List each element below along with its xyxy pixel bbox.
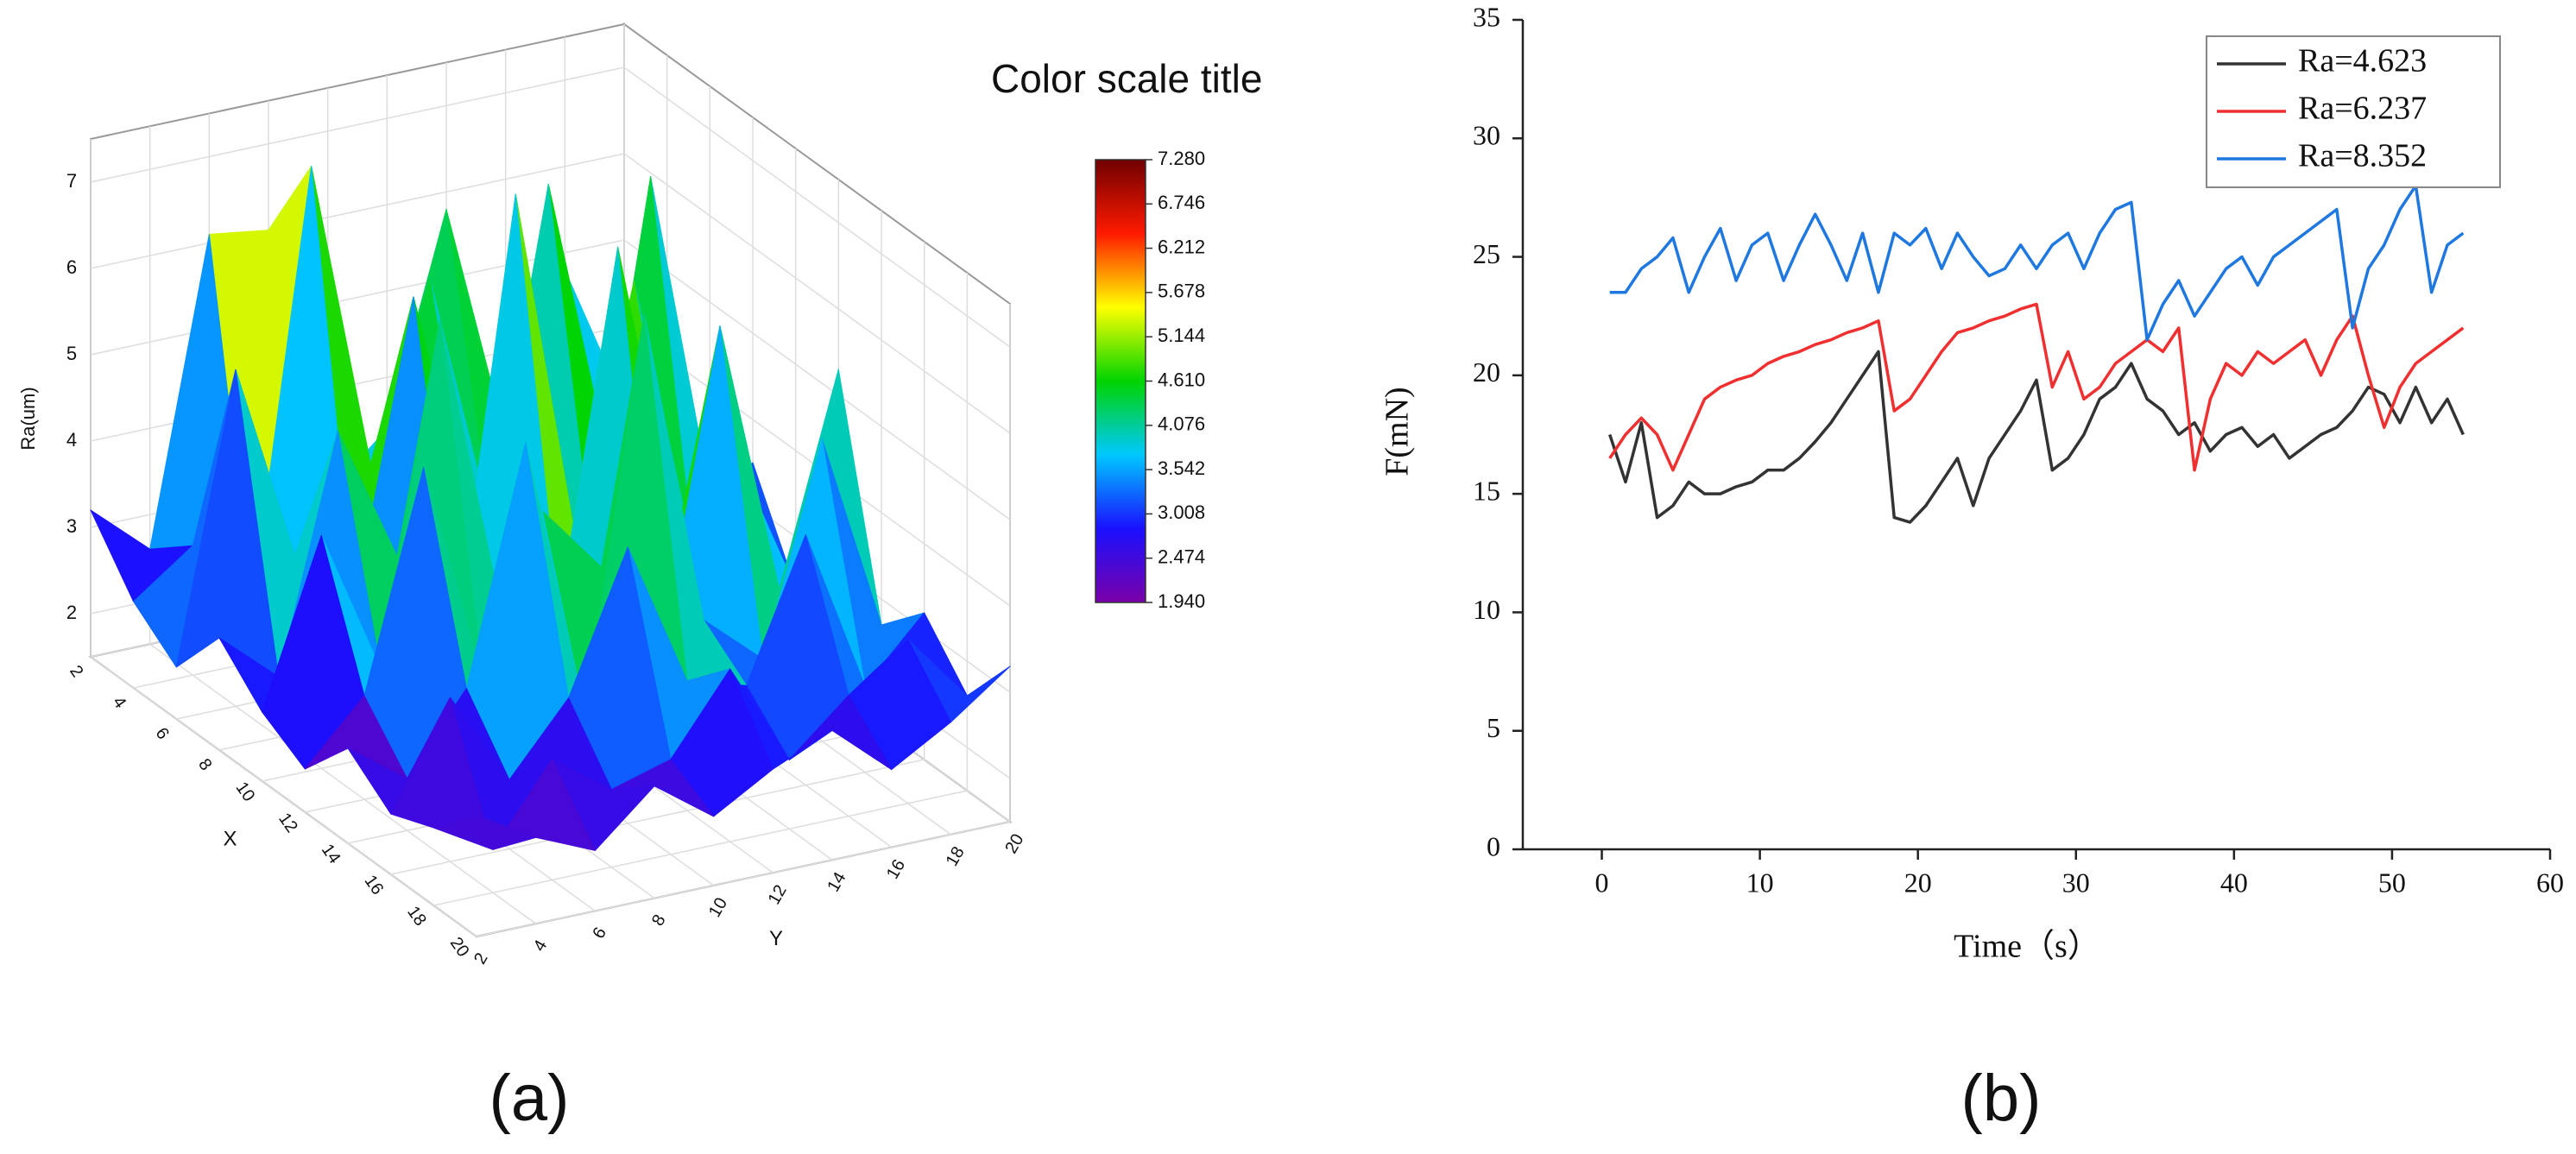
y-tick-label: 20 — [1473, 356, 1500, 388]
grid-line — [90, 66, 1011, 348]
series-line — [1609, 184, 2465, 342]
y-tick-label: 10 — [1473, 594, 1500, 625]
z-tick-label: 3 — [66, 515, 77, 537]
colorbar-tick-label: 4.076 — [1158, 413, 1205, 435]
y-tick-label: 10 — [705, 894, 731, 920]
z-tick-label: 7 — [66, 170, 77, 192]
y-tick-label: 0 — [1487, 830, 1500, 861]
series-line — [1608, 350, 2465, 524]
grid-line — [148, 126, 537, 924]
x-tick-label: 6 — [152, 724, 173, 743]
z-axis-label: Ra(um) — [17, 387, 39, 450]
x-tick-label: 20 — [446, 934, 473, 961]
x-tick-label: 16 — [360, 872, 387, 899]
x-tick-label: 14 — [318, 841, 344, 867]
colorbar-tick-label: 1.940 — [1158, 590, 1205, 612]
panel-label: (b) — [1961, 1062, 2042, 1135]
colorbar-tick-label: 5.678 — [1158, 281, 1205, 302]
x-tick-label: 50 — [2378, 867, 2406, 898]
y-tick-label: 14 — [824, 869, 849, 895]
colorbar-title: Color scale title — [991, 56, 1262, 101]
colorbar-tick-label: 2.474 — [1158, 546, 1205, 568]
legend-label: Ra=4.623 — [2298, 43, 2427, 79]
x-axis-label: X — [224, 827, 237, 850]
y-tick-label: 30 — [1473, 120, 1500, 151]
color-bar — [1095, 159, 1146, 603]
x-tick-label: 10 — [231, 779, 258, 805]
colorbar-tick-label: 7.280 — [1158, 148, 1205, 169]
x-tick-label: 10 — [1746, 867, 1774, 898]
colorbar-tick-label: 3.542 — [1158, 457, 1205, 479]
z-tick-label: 6 — [66, 256, 77, 278]
x-tick-label: 8 — [194, 755, 215, 774]
colorbar-tick-label: 3.008 — [1158, 501, 1205, 523]
y-tick-label: 16 — [883, 856, 909, 882]
colorbar-tick-label: 5.144 — [1158, 325, 1205, 346]
x-tick-label: 40 — [2220, 867, 2248, 898]
y-tick-label: 12 — [765, 882, 791, 908]
z-tick-label: 2 — [66, 602, 77, 623]
x-tick-label: 4 — [109, 693, 129, 712]
x-tick-label: 12 — [275, 810, 301, 836]
y-axis-label: F(mN) — [1380, 387, 1416, 476]
z-tick-label: 4 — [66, 429, 77, 451]
x-tick-label: 2 — [66, 662, 86, 681]
y-tick-label: 8 — [648, 911, 670, 930]
y-tick-label: 2 — [470, 949, 492, 968]
colorbar-tick-label: 6.212 — [1158, 236, 1205, 257]
y-tick-label: 18 — [943, 843, 969, 869]
surface-cell — [432, 815, 537, 850]
y-tick-label: 4 — [530, 937, 552, 955]
legend-label: Ra=6.237 — [2298, 91, 2427, 127]
z-tick-label: 5 — [66, 343, 77, 364]
y-tick-label: 6 — [589, 924, 610, 943]
grid-line — [90, 139, 477, 937]
y-axis-label: Y — [769, 927, 783, 950]
y-tick-label: 15 — [1473, 475, 1500, 506]
series-line — [1608, 302, 2465, 472]
panel-label: (a) — [489, 1062, 570, 1135]
x-axis-label: Time（s） — [1954, 929, 2100, 965]
y-tick-label: 35 — [1473, 1, 1500, 32]
x-tick-label: 0 — [1595, 867, 1609, 898]
legend-label: Ra=8.352 — [2298, 138, 2427, 174]
y-tick-label: 25 — [1473, 238, 1500, 269]
x-tick-label: 18 — [403, 903, 430, 930]
colorbar-tick-label: 4.610 — [1158, 369, 1205, 390]
x-tick-label: 30 — [2062, 867, 2090, 898]
colorbar-tick-label: 6.746 — [1158, 192, 1205, 213]
y-tick-label: 20 — [1001, 831, 1027, 857]
x-tick-label: 20 — [1904, 867, 1932, 898]
y-tick-label: 5 — [1487, 712, 1500, 743]
x-tick-label: 60 — [2536, 867, 2564, 898]
